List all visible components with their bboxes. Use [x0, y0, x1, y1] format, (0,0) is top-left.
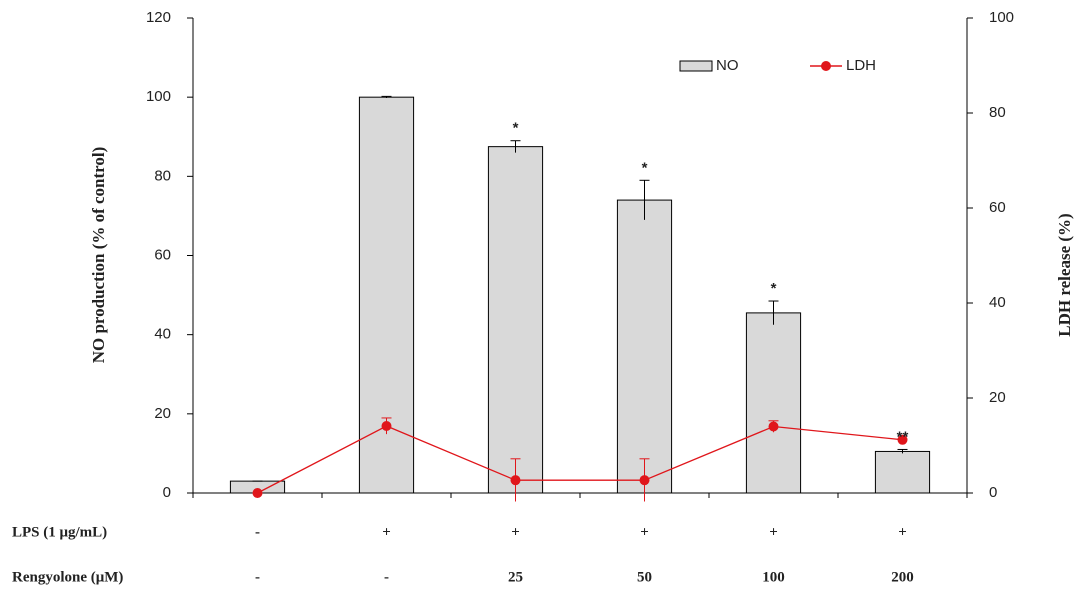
category-label: + — [511, 524, 520, 540]
legend-label: LDH — [846, 57, 876, 74]
significance: ** — [897, 428, 909, 445]
category-label: + — [382, 524, 391, 540]
y-tick-label: 40 — [154, 326, 171, 343]
point — [768, 421, 779, 432]
significance: * — [642, 159, 648, 176]
y-tick-label: 100 — [146, 88, 171, 105]
category-label: 50 — [637, 569, 652, 585]
y-axis-title: NO production (% of control) — [89, 147, 108, 364]
legend-swatch — [821, 61, 831, 71]
bar — [745, 312, 802, 494]
y2-tick-label: 100 — [989, 9, 1014, 26]
bar — [874, 450, 931, 494]
point — [639, 475, 650, 486]
point — [381, 421, 392, 432]
row-label: Rengyolone (μM) — [12, 569, 123, 585]
y2-tick-label: 20 — [989, 389, 1006, 406]
bar — [487, 146, 544, 494]
y2-tick-label: 60 — [989, 199, 1006, 216]
y-tick-label: 120 — [146, 9, 171, 26]
y2-axis-title: LDH release (%) — [1055, 213, 1074, 336]
y2-tick-label: 80 — [989, 104, 1006, 121]
y-tick-label: 0 — [163, 484, 171, 501]
y-tick-label: 60 — [154, 246, 171, 263]
legend-swatch — [679, 60, 713, 72]
bar — [616, 199, 673, 494]
category-label: + — [769, 524, 778, 540]
category-label: - — [255, 524, 260, 540]
point — [510, 475, 521, 486]
category-label: 200 — [891, 569, 914, 585]
y-tick-label: 20 — [154, 405, 171, 422]
y-tick-label: 80 — [154, 167, 171, 184]
category-label: - — [384, 569, 389, 585]
y2-tick-label: 40 — [989, 294, 1006, 311]
significance: * — [771, 280, 777, 297]
legend-label: NO — [716, 57, 739, 74]
category-label: + — [898, 524, 907, 540]
category-label: 25 — [508, 569, 523, 585]
category-label: + — [640, 524, 649, 540]
point — [252, 488, 263, 498]
category-label: 100 — [762, 569, 785, 585]
significance: * — [513, 120, 519, 137]
y2-tick-label: 0 — [989, 484, 997, 501]
row-label: LPS (1 μg/mL) — [12, 524, 107, 540]
line — [257, 425, 903, 494]
point — [897, 434, 908, 445]
category-label: - — [255, 569, 260, 585]
